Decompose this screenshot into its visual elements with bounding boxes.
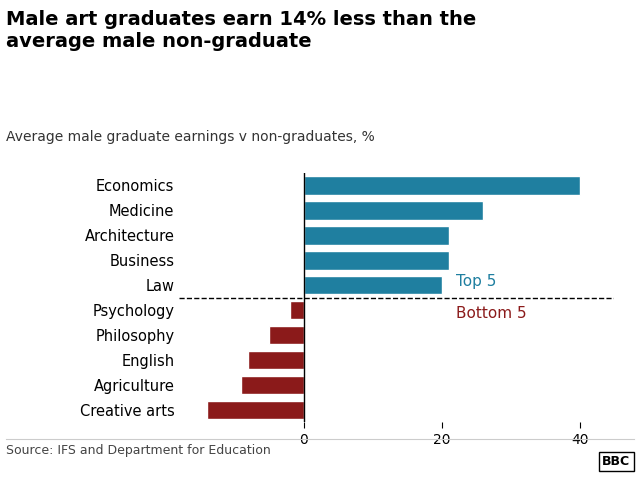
Bar [303,201,483,220]
Text: Average male graduate earnings v non-graduates, %: Average male graduate earnings v non-gra… [6,130,375,144]
Text: BBC: BBC [602,455,630,468]
Text: Bottom 5: Bottom 5 [456,306,526,321]
Bar [290,300,303,320]
Bar [303,276,442,295]
Text: Male art graduates earn 14% less than the
average male non-graduate: Male art graduates earn 14% less than th… [6,10,477,50]
Bar [303,251,449,269]
Text: Top 5: Top 5 [456,274,496,289]
Bar [241,375,303,395]
Bar [303,226,449,245]
Bar [248,350,303,370]
Bar [207,400,303,420]
Bar [269,325,303,345]
Text: Source: IFS and Department for Education: Source: IFS and Department for Education [6,444,271,457]
Bar [303,176,580,195]
